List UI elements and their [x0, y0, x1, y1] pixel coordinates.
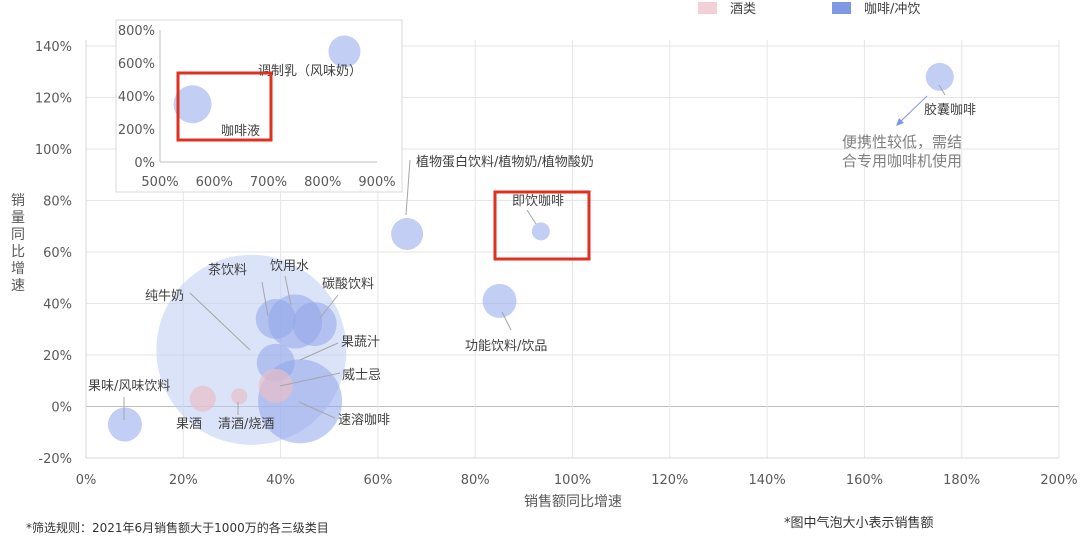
bubble	[292, 302, 337, 347]
inset-bubbles	[173, 35, 361, 124]
legend-label-liquor: 酒类	[730, 2, 756, 17]
bubble	[231, 388, 248, 405]
y-tick-label: 20%	[43, 349, 72, 364]
y-tick-label: -20%	[38, 452, 72, 467]
legend: 酒类 咖啡/冲饮	[698, 2, 920, 17]
bubble-label: 清酒/烧酒	[218, 417, 274, 432]
inset-y-tick-label: 400%	[118, 90, 155, 105]
inset-y-tick-label: 200%	[118, 123, 155, 138]
x-tick-label: 140%	[749, 473, 786, 488]
x-tick-label: 120%	[651, 473, 688, 488]
x-tick-label: 180%	[943, 473, 980, 488]
bubble-label: 功能饮料/饮品	[465, 339, 547, 354]
filter-note: *筛选规则：2021年6月销售额大于1000万的各三级类目	[26, 520, 329, 535]
inset-x-tick-label: 900%	[358, 175, 395, 190]
inset-bubble-label: 咖啡液	[221, 124, 260, 139]
bubble	[482, 283, 517, 318]
inset-axes: 0% 200% 400% 600% 800% 500% 600% 700% 800% 900%	[118, 24, 396, 190]
bubble-label: 果味/风味饮料	[88, 379, 170, 394]
x-tick-label: 80%	[461, 473, 490, 488]
bubble	[925, 62, 954, 91]
inset-labels: 调制乳（风味奶） 咖啡液	[221, 64, 362, 139]
inset-y-tick-label: 800%	[118, 24, 155, 39]
y-tick-label: 120%	[35, 92, 72, 107]
bubble	[189, 385, 216, 412]
inset-x-tick-label: 600%	[196, 175, 233, 190]
bubble-label: 饮用水	[270, 259, 309, 274]
leader-line	[261, 281, 269, 317]
y-tick-label: 80%	[43, 195, 72, 210]
bubble-size-note: *图中气泡大小表示销售额	[784, 515, 934, 531]
leader-line	[938, 84, 946, 96]
bubble	[107, 407, 142, 442]
y-tick-label: 0%	[51, 401, 72, 416]
x-tick-label: 60%	[363, 473, 392, 488]
legend-label-beverage: 咖啡/冲饮	[864, 2, 920, 17]
bubble-layer	[107, 62, 954, 445]
inset-bubble	[173, 85, 212, 124]
bubble-label: 即饮咖啡	[512, 194, 564, 209]
y-tick-label: 40%	[43, 298, 72, 313]
y-axis-title: 销量同比增速	[11, 193, 25, 294]
y-tick-label: 100%	[35, 143, 72, 158]
legend-swatch-liquor	[698, 2, 717, 14]
inset-chart: 0% 200% 400% 600% 800% 500% 600% 700% 800% 900% 调…	[115, 19, 403, 193]
leader-line	[526, 209, 537, 225]
bubble-label: 碳酸饮料	[322, 277, 374, 292]
annotation-arrow	[897, 95, 928, 125]
x-axis-title: 销售额同比增速	[524, 494, 622, 510]
inset-x-tick-label: 700%	[250, 175, 287, 190]
x-tick-label: 200%	[1040, 473, 1077, 488]
leader-line	[284, 275, 292, 306]
inset-x-tick-label: 800%	[304, 175, 341, 190]
bubble-label: 威士忌	[342, 368, 381, 383]
leader-lines	[123, 84, 946, 420]
leader-line	[298, 401, 336, 419]
inset-bubble-label: 调制乳（风味奶）	[258, 64, 362, 79]
inset-bubble	[328, 35, 361, 68]
x-tick-label: 20%	[169, 473, 198, 488]
capsule-annotation: 便携性较低，需结 合专用咖啡机使用	[842, 95, 962, 170]
y-tick-label: 60%	[43, 246, 72, 261]
bubble-label: 纯牛奶	[145, 289, 184, 304]
annotation-line-2: 合专用咖啡机使用	[842, 152, 962, 170]
bubble	[531, 222, 550, 241]
annotation-line-1: 便携性较低，需结	[842, 133, 962, 151]
axes: -20% 0% 20% 40% 60% 80% 100% 120% 140% 0% 20% 40% 60…	[35, 40, 1078, 488]
leader-line	[299, 342, 339, 361]
annotation-arrowhead	[896, 118, 904, 126]
x-tick-label: 100%	[554, 473, 591, 488]
legend-swatch-beverage	[832, 2, 851, 14]
inset-y-tick-label: 600%	[118, 57, 155, 72]
bubble	[258, 368, 293, 403]
leader-line	[279, 372, 341, 387]
bubble-label: 果蔬汁	[341, 335, 380, 350]
highlight-box-coffee-liquid	[176, 71, 273, 142]
bubble-label: 速溶咖啡	[338, 413, 390, 428]
bubble-label: 果酒	[176, 417, 202, 432]
bubble-label: 茶饮料	[208, 262, 247, 278]
x-tick-label: 160%	[846, 473, 883, 488]
x-tick-label: 0%	[76, 473, 97, 488]
highlight-box-instant-coffee	[493, 190, 591, 261]
inset-x-tick-label: 500%	[141, 175, 178, 190]
leader-line	[405, 159, 411, 216]
bubble	[391, 217, 424, 250]
bubble-label: 胶囊咖啡	[924, 102, 976, 118]
leader-line	[319, 294, 339, 319]
x-tick-label: 40%	[266, 473, 295, 488]
inset-y-tick-label: 0%	[134, 156, 155, 171]
bubble-label: 植物蛋白饮料/植物奶/植物酸奶	[416, 154, 594, 170]
leader-line	[189, 292, 251, 351]
leader-line	[501, 311, 512, 331]
y-tick-label: 140%	[35, 40, 72, 55]
bubble	[255, 298, 296, 339]
